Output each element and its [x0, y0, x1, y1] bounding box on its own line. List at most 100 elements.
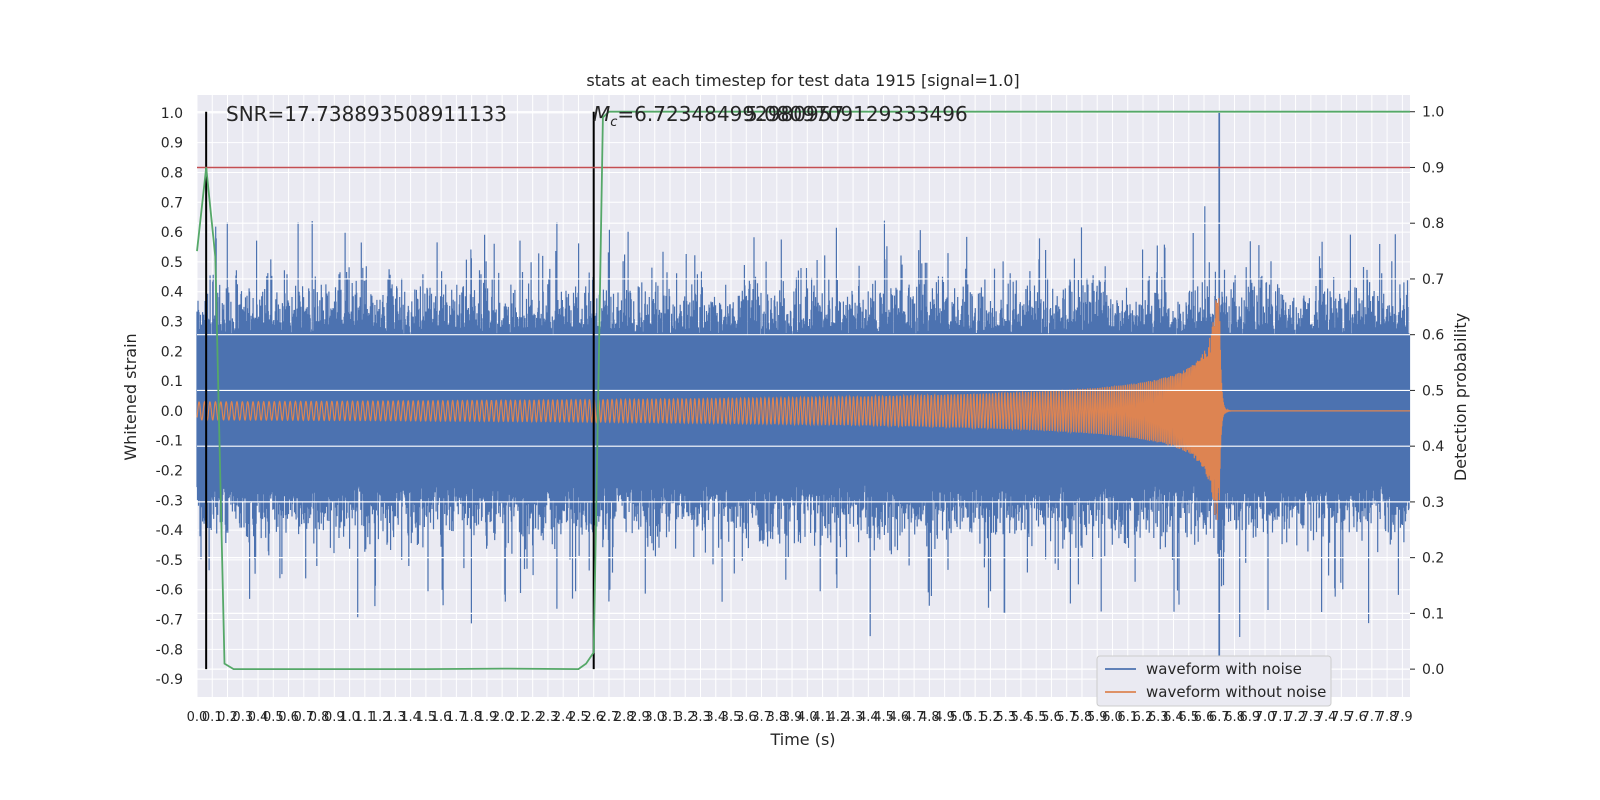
x-tick-label: 6.6	[1194, 710, 1215, 725]
y2-tick-label: 0.5	[1422, 383, 1444, 399]
y-tick-label: 0.9	[161, 136, 183, 152]
legend-label-clean: waveform without noise	[1146, 683, 1326, 701]
x-tick-label: 0.4	[248, 710, 269, 725]
x-tick-label: 2.4	[553, 710, 574, 725]
y2-axis-label: Detection probability	[1451, 313, 1470, 481]
chirp-mass-symbol: M	[593, 102, 610, 126]
x-tick-label: 5.2	[980, 710, 1001, 725]
x-tick-label: 3.4	[705, 710, 726, 725]
x-tick-label: 6.2	[1133, 710, 1154, 725]
x-tick-label: 5.4	[1011, 710, 1032, 725]
x-tick-label: 1.6	[431, 710, 452, 725]
x-tick-label: 4.7	[904, 710, 925, 725]
x-tick-label: 7.4	[1316, 710, 1337, 725]
chirp-mass-value: =6.723484992980957	[617, 102, 844, 126]
y-tick-label: 0.7	[161, 195, 183, 211]
y2-tick-label: 0.8	[1422, 216, 1444, 232]
x-tick-label: 1.3	[385, 710, 406, 725]
x-tick-labels: 0.00.10.20.30.40.50.60.70.80.91.01.11.21…	[187, 710, 1413, 725]
legend-label-noise: waveform with noise	[1146, 660, 1302, 678]
y-tick-label: 0.0	[161, 404, 183, 420]
x-tick-label: 7.7	[1362, 710, 1383, 725]
chirp-mass-subscript: c	[610, 115, 617, 130]
x-tick-label: 6.3	[1148, 710, 1169, 725]
snr-annotation: SNR=17.738893508911133	[226, 102, 507, 126]
x-tick-label: 7.8	[1377, 710, 1398, 725]
y-tick-label: -0.8	[156, 642, 183, 658]
y2-tick-label: 0.1	[1422, 606, 1444, 622]
clean-waveform-trace	[196, 298, 1410, 521]
x-axis-label: Time (s)	[769, 730, 835, 749]
y-tick-label: 0.1	[161, 374, 183, 390]
x-tick-label: 4.2	[827, 710, 848, 725]
y2-tick-label: 0.0	[1422, 662, 1444, 678]
x-tick-label: 5.0	[950, 710, 971, 725]
x-tick-label: 4.9	[934, 710, 955, 725]
y-tick-label: -0.1	[156, 434, 183, 450]
x-tick-label: 2.7	[599, 710, 620, 725]
y-tick-label: -0.6	[156, 583, 183, 599]
y-tick-label: -0.9	[156, 672, 183, 688]
x-tick-label: 1.9	[477, 710, 498, 725]
x-tick-label: 6.0	[1102, 710, 1123, 725]
x-tick-label: 7.1	[1270, 710, 1291, 725]
y2-tick-label: 0.3	[1422, 495, 1444, 511]
x-tick-label: 5.3	[995, 710, 1016, 725]
y-tick-labels: 1.0 0.9 0.8 0.7 0.6 0.5 0.4 0.3 0.2 0.1 0.0 -0.1 -0.…	[156, 106, 183, 688]
x-tick-label: 2.5	[568, 710, 589, 725]
x-tick-label: 5.9	[1087, 710, 1108, 725]
y-tick-label: 0.4	[161, 285, 183, 301]
y-tick-label: 0.2	[161, 344, 183, 360]
x-tick-label: 3.0	[644, 710, 665, 725]
x-tick-label: 0.2	[217, 710, 238, 725]
detection-probability-line	[196, 110, 1410, 671]
x-tick-label: 6.1	[1117, 710, 1138, 725]
x-tick-label: 2.9	[629, 710, 650, 725]
x-tick-label: 0.1	[202, 710, 223, 725]
y-tick-label: 1.0	[161, 106, 183, 122]
x-tick-label: 0.7	[293, 710, 314, 725]
x-tick-label: 6.7	[1209, 710, 1230, 725]
x-tick-label: 5.8	[1072, 710, 1093, 725]
y-tick-label: -0.5	[156, 553, 183, 569]
y-axis-label: Whitened strain	[121, 333, 140, 460]
y-tick-label: -0.3	[156, 493, 183, 509]
y-tick-label: -0.4	[156, 523, 183, 539]
y-tick-label: 0.6	[161, 225, 183, 241]
x-tick-label: 7.9	[1392, 710, 1413, 725]
y2-tick-label: 0.9	[1422, 160, 1444, 176]
y2-tick-label: 0.2	[1422, 551, 1444, 567]
y2-tick-labels: 1.0 0.9 0.8 0.7 0.6 0.5 0.4 0.3 0.2 0.1 0.0	[1410, 105, 1444, 678]
x-tick-label: 5.7	[1056, 710, 1077, 725]
y2-tick-label: 1.0	[1422, 105, 1444, 121]
x-tick-label: 6.8	[1224, 710, 1245, 725]
x-tick-label: 5.6	[1041, 710, 1062, 725]
x-tick-label: 7.2	[1285, 710, 1306, 725]
x-tick-label: 6.5	[1178, 710, 1199, 725]
x-tick-label: 4.8	[919, 710, 940, 725]
x-tick-label: 7.0	[1255, 710, 1276, 725]
x-tick-label: 3.9	[782, 710, 803, 725]
x-tick-label: 1.2	[370, 710, 391, 725]
x-tick-label: 2.1	[507, 710, 528, 725]
x-tick-label: 1.0	[339, 710, 360, 725]
x-tick-label: 1.5	[416, 710, 437, 725]
x-tick-label: 2.8	[614, 710, 635, 725]
x-tick-label: 4.5	[873, 710, 894, 725]
x-tick-label: 4.1	[812, 710, 833, 725]
x-tick-label: 0.9	[324, 710, 345, 725]
x-tick-label: 4.4	[858, 710, 879, 725]
legend-box	[1096, 655, 1332, 707]
x-tick-label: 2.0	[492, 710, 513, 725]
x-tick-label: 0.6	[278, 710, 299, 725]
x-tick-label: 4.3	[843, 710, 864, 725]
legend: waveform with noise waveform without noi…	[1096, 655, 1332, 707]
x-tick-label: 1.7	[446, 710, 467, 725]
x-tick-label: 3.1	[660, 710, 681, 725]
y2-tick-label: 0.6	[1422, 328, 1444, 344]
x-tick-label: 3.7	[751, 710, 772, 725]
event-lines	[205, 111, 595, 670]
x-tick-label: 0.0	[187, 710, 208, 725]
y-tick-label: -0.7	[156, 613, 183, 629]
